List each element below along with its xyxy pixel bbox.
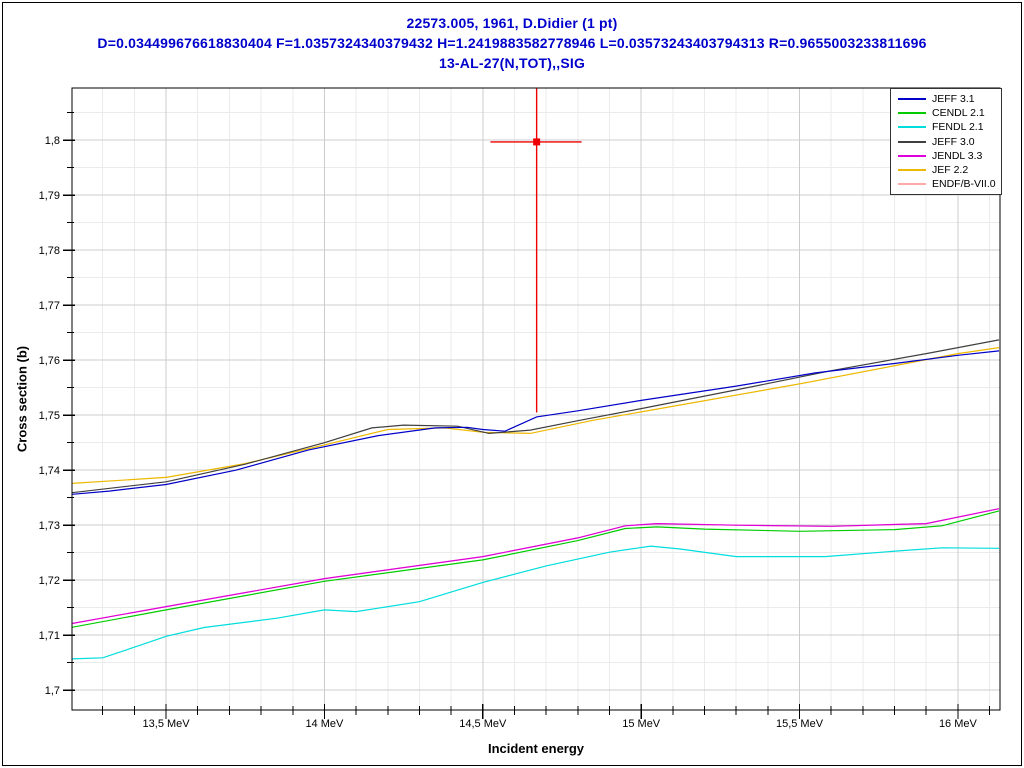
title-fit-metrics: D=0.034499676618830404 F=1.0357324340379… [97, 35, 927, 51]
x-tick-label: 14,5 MeV [459, 718, 507, 730]
legend-item: CENDL 2.1 [891, 107, 1001, 120]
legend-label: FENDL 2.1 [932, 121, 984, 134]
legend-label: JEFF 3.0 [932, 135, 975, 148]
legend-label: JEF 2.2 [932, 164, 969, 176]
legend: JEFF 3.1 CENDL 2.1 FENDL 2.1 JEFF 3.0 JENDL … [890, 88, 1002, 195]
legend-item: JEFF 3.0 [891, 135, 1001, 148]
legend-line-sample [898, 126, 926, 129]
plot-titles: 22573.005, 1961, D.Didier (1 pt) D=0.034… [0, 13, 1024, 73]
x-tick-label: 15,5 MeV [776, 718, 824, 730]
legend-item: JEF 2.2 [891, 164, 1001, 177]
title-experiment-ref: 22573.005, 1961, D.Didier (1 pt) [406, 15, 618, 31]
y-tick-label: 1,74 [39, 465, 60, 477]
legend-line-sample [898, 140, 926, 143]
legend-label: CENDL 2.1 [932, 107, 985, 119]
legend-line-sample [898, 97, 926, 100]
legend-line-sample [898, 154, 926, 157]
y-tick-label: 1,79 [39, 190, 60, 202]
legend-line-sample [898, 169, 926, 171]
x-tick-label: 13,5 MeV [143, 718, 191, 730]
legend-line-sample [898, 183, 926, 186]
legend-item: JENDL 3.3 [891, 149, 1001, 162]
y-tick-label: 1,77 [39, 300, 60, 312]
x-axis-title: Incident energy [487, 741, 585, 756]
y-tick-label: 1,78 [39, 245, 60, 257]
experimental-point [490, 88, 582, 413]
series-jeff30 [72, 339, 1000, 494]
y-tick-label: 1,7 [45, 685, 60, 697]
title-reaction: 13-AL-27(N,TOT),,SIG [438, 55, 586, 71]
y-tick-label: 1,75 [39, 410, 60, 422]
x-tick-label: 14 MeV [305, 718, 344, 730]
x-tick-label: 16 MeV [939, 718, 978, 730]
legend-label: JEFF 3.1 [932, 92, 975, 105]
series-fendl21 [72, 545, 1000, 660]
series-cendl21 [72, 510, 1000, 628]
y-tick-label: 1,76 [39, 355, 60, 367]
y-tick-label: 1,71 [39, 630, 60, 642]
plot-border [71, 87, 1001, 711]
y-tick-label: 1,8 [45, 135, 60, 147]
legend-label: JENDL 3.3 [932, 149, 983, 162]
series-jendl33 [72, 508, 1000, 625]
legend-line-sample [898, 112, 926, 114]
legend-item: JEFF 3.1 [891, 92, 1001, 105]
legend-item: FENDL 2.1 [891, 121, 1001, 134]
data-point-marker [533, 138, 541, 146]
x-tick-label: 15 MeV [622, 718, 661, 730]
series-jeff31 [72, 350, 1000, 495]
legend-item: ENDF/B-VII.0 [891, 178, 1001, 191]
y-tick-label: 1,72 [39, 575, 60, 587]
y-tick-label: 1,73 [39, 520, 60, 532]
legend-label: ENDF/B-VII.0 [932, 178, 996, 191]
